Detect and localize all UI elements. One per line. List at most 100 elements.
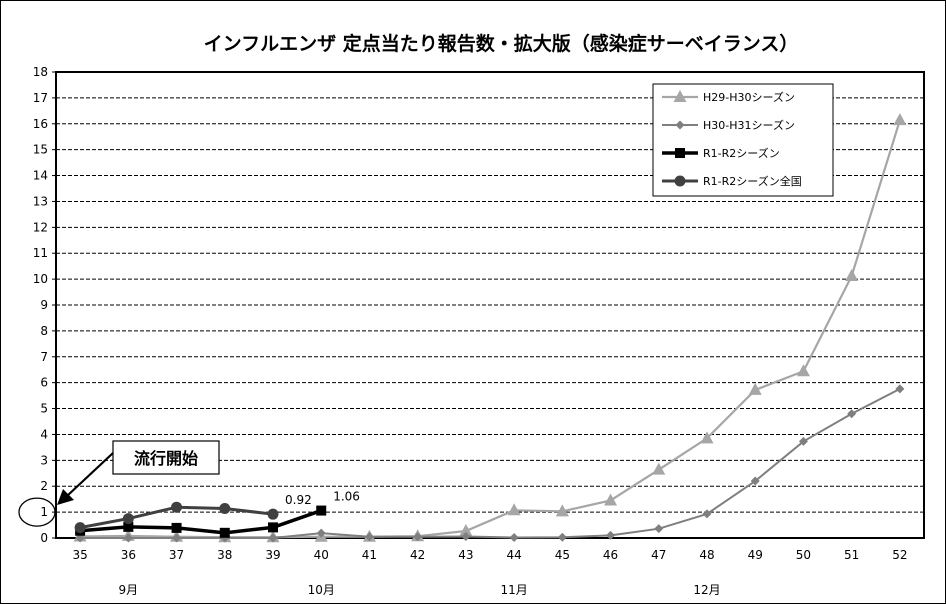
x-tick-label: 38 bbox=[217, 548, 232, 562]
data-point-triangle bbox=[845, 269, 859, 282]
x-tick-label: 39 bbox=[265, 548, 280, 562]
month-label: 12月 bbox=[693, 583, 720, 597]
month-labels: 9月 10月 11月 12月 bbox=[119, 583, 721, 597]
data-point-diamond bbox=[509, 532, 519, 542]
y-tick-label: 0 bbox=[40, 531, 48, 545]
data-point-diamond bbox=[557, 532, 567, 542]
y-tick-label: 9 bbox=[40, 298, 48, 312]
data-point-square bbox=[268, 522, 278, 533]
data-point-square bbox=[316, 505, 327, 516]
y-tick-label: 10 bbox=[33, 272, 48, 286]
y-tick-label: 8 bbox=[40, 324, 48, 338]
data-point-circle bbox=[674, 175, 686, 187]
y-tick-label: 6 bbox=[40, 376, 48, 390]
data-point-square bbox=[171, 522, 182, 533]
data-point-diamond bbox=[675, 120, 685, 130]
x-tick-label: 44 bbox=[506, 548, 521, 562]
data-point-circle bbox=[267, 508, 279, 520]
y-tick-label: 4 bbox=[40, 427, 48, 441]
legend: H29-H30シーズン H30-H31シーズン R1-R2シーズン R1-R2シーズン… bbox=[652, 83, 834, 197]
data-point-diamond bbox=[798, 436, 808, 446]
x-tick-label: 49 bbox=[748, 548, 763, 562]
data-point-diamond bbox=[750, 476, 760, 486]
data-point-circle bbox=[74, 522, 86, 534]
y-tick-label: 11 bbox=[33, 246, 48, 260]
data-point-diamond bbox=[413, 532, 423, 542]
data-point-diamond bbox=[654, 524, 664, 534]
data-point-triangle bbox=[459, 524, 473, 537]
x-tick-label: 48 bbox=[699, 548, 714, 562]
month-label: 9月 bbox=[119, 583, 139, 597]
data-point-diamond bbox=[606, 530, 616, 540]
legend-label: R1-R2シーズン全国 bbox=[703, 174, 802, 188]
data-point-diamond bbox=[364, 532, 374, 542]
data-point-diamond bbox=[123, 533, 133, 543]
x-tick-label: 42 bbox=[410, 548, 425, 562]
y-tick-label: 14 bbox=[33, 169, 48, 183]
callout: 流行開始 bbox=[18, 440, 220, 527]
x-tick-label: 37 bbox=[169, 548, 184, 562]
x-tick-label: 47 bbox=[651, 548, 666, 562]
data-point-square bbox=[675, 148, 685, 158]
threshold-circle bbox=[18, 497, 56, 527]
y-tick-label: 17 bbox=[33, 91, 48, 105]
x-tick-label: 43 bbox=[458, 548, 473, 562]
x-tick-label: 35 bbox=[72, 548, 87, 562]
data-point-triangle bbox=[796, 364, 810, 377]
data-point-triangle bbox=[700, 431, 714, 444]
x-tick-label: 36 bbox=[121, 548, 136, 562]
data-point-circle bbox=[219, 502, 231, 514]
data-point-triangle bbox=[748, 382, 762, 395]
data-label: 0.92 bbox=[285, 493, 312, 507]
x-tick-label: 52 bbox=[892, 548, 907, 562]
y-tick-label: 18 bbox=[33, 65, 48, 79]
x-tick-label: 45 bbox=[555, 548, 570, 562]
data-point-diamond bbox=[847, 409, 857, 419]
data-point-triangle bbox=[507, 503, 521, 516]
y-tick-label: 1 bbox=[40, 505, 48, 519]
y-tick-label: 7 bbox=[40, 350, 48, 364]
legend-label: R1-R2シーズン bbox=[703, 146, 780, 160]
month-label: 11月 bbox=[500, 583, 527, 597]
callout-arrow-head bbox=[57, 489, 74, 505]
series-lines bbox=[73, 113, 907, 543]
callout-arrow-shaft bbox=[66, 452, 114, 497]
callout-box bbox=[112, 440, 220, 475]
data-point-triangle bbox=[893, 113, 907, 126]
x-axis-ticks: 35 36 37 38 39 40 41 42 43 44 45 46 47 48 49 50 51 52 bbox=[72, 548, 907, 562]
data-point-triangle bbox=[604, 493, 618, 506]
x-tick-label: 51 bbox=[844, 548, 859, 562]
data-point-triangle bbox=[673, 90, 687, 102]
data-point-diamond bbox=[702, 509, 712, 519]
series-line bbox=[80, 387, 901, 539]
y-tick-label: 5 bbox=[40, 402, 48, 416]
data-point-diamond bbox=[172, 533, 182, 543]
data-point-diamond bbox=[461, 531, 471, 541]
data-point-square bbox=[219, 527, 230, 538]
callout-text: 流行開始 bbox=[134, 449, 198, 468]
data-point-circle bbox=[171, 501, 183, 513]
legend-label: H30-H31シーズン bbox=[703, 118, 795, 132]
data-point-diamond bbox=[316, 528, 326, 538]
legend-label: H29-H30シーズン bbox=[703, 90, 795, 104]
data-point-triangle bbox=[555, 504, 569, 517]
y-tick-label: 13 bbox=[33, 194, 48, 208]
data-label: 1.06 bbox=[333, 490, 360, 504]
chart-title: インフルエンザ 定点当たり報告数・拡大版（感染症サーベイランス） bbox=[204, 32, 799, 55]
data-point-square bbox=[123, 521, 134, 532]
month-label: 10月 bbox=[308, 583, 335, 597]
data-point-diamond bbox=[895, 384, 905, 394]
data-point-diamond bbox=[268, 533, 278, 543]
x-tick-label: 40 bbox=[314, 548, 329, 562]
series-diamond bbox=[75, 384, 905, 543]
x-tick-label: 41 bbox=[362, 548, 377, 562]
y-tick-label: 16 bbox=[33, 117, 48, 131]
y-tick-label: 3 bbox=[40, 453, 48, 467]
x-tick-label: 50 bbox=[796, 548, 811, 562]
data-point-triangle bbox=[652, 462, 666, 475]
data-labels: 0.92 1.06 bbox=[285, 490, 360, 508]
y-tick-label: 2 bbox=[40, 479, 48, 493]
